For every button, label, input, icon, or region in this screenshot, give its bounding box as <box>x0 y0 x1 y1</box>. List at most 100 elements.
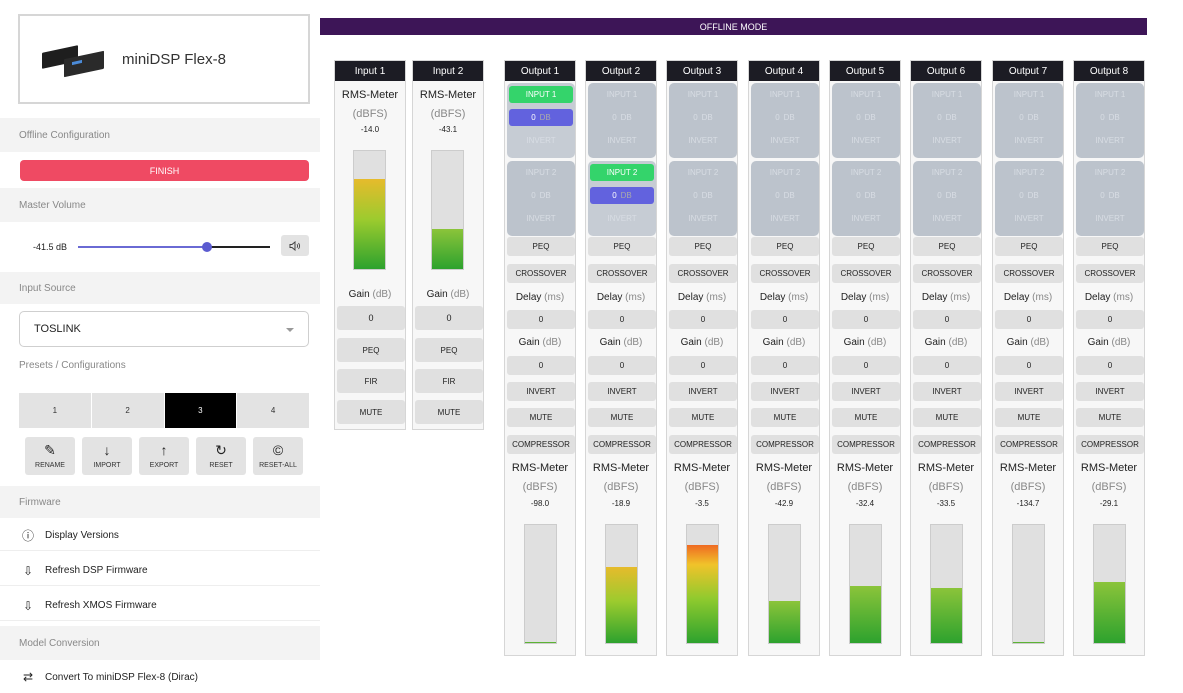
crossover-button[interactable]: CROSSOVER <box>995 264 1063 283</box>
route-invert-button[interactable]: INVERT <box>1014 136 1044 145</box>
route-invert-button[interactable]: INVERT <box>932 214 962 223</box>
crossover-button[interactable]: CROSSOVER <box>588 264 656 283</box>
route-invert-button[interactable]: INVERT <box>932 136 962 145</box>
route-invert-button[interactable]: INVERT <box>526 214 556 223</box>
compressor-button[interactable]: COMPRESSOR <box>913 435 981 454</box>
refresh-xmos-firmware-item[interactable]: ⇩ Refresh XMOS Firmware <box>0 591 320 621</box>
invert-button[interactable]: INVERT <box>669 382 737 401</box>
route-invert-button[interactable]: INVERT <box>607 214 637 223</box>
reset-all-button[interactable]: © RESET-ALL <box>253 437 303 475</box>
peq-button[interactable]: PEQ <box>751 237 819 256</box>
delay-value-field[interactable]: 0 <box>507 310 575 329</box>
route-input-2-toggle[interactable]: INPUT 2 <box>525 168 557 177</box>
delay-value-field[interactable]: 0 <box>832 310 900 329</box>
invert-button[interactable]: INVERT <box>507 382 575 401</box>
route-input-2-toggle[interactable]: INPUT 2 <box>769 168 801 177</box>
mute-button[interactable]: MUTE <box>588 408 656 427</box>
compressor-button[interactable]: COMPRESSOR <box>751 435 819 454</box>
route-gain-field[interactable]: 0 DB <box>590 187 654 204</box>
route-input-2-toggle[interactable]: INPUT 2 <box>1094 168 1126 177</box>
route-gain-field[interactable]: 0 DB <box>590 109 654 126</box>
route-invert-button[interactable]: INVERT <box>1095 136 1125 145</box>
mute-button[interactable]: MUTE <box>415 400 483 424</box>
route-invert-button[interactable]: INVERT <box>607 136 637 145</box>
mute-button[interactable]: MUTE <box>832 408 900 427</box>
route-gain-field[interactable]: 0 DB <box>671 109 735 126</box>
import-button[interactable]: ↓ IMPORT <box>82 437 132 475</box>
route-gain-field[interactable]: 0 DB <box>509 187 573 204</box>
route-invert-button[interactable]: INVERT <box>1014 214 1044 223</box>
gain-value-field[interactable]: 0 <box>588 356 656 375</box>
crossover-button[interactable]: CROSSOVER <box>1076 264 1144 283</box>
route-invert-button[interactable]: INVERT <box>770 136 800 145</box>
convert-model-item[interactable]: ⇄ Convert To miniDSP Flex-8 (Dirac) <box>22 670 199 684</box>
delay-value-field[interactable]: 0 <box>913 310 981 329</box>
reset-button[interactable]: ↻ RESET <box>196 437 246 475</box>
refresh-dsp-firmware-item[interactable]: ⇩ Refresh DSP Firmware <box>0 556 320 586</box>
master-volume-slider[interactable] <box>78 242 270 252</box>
route-gain-field[interactable]: 0 DB <box>1078 187 1142 204</box>
preset-4-button[interactable]: 4 <box>237 393 309 428</box>
route-input-1-toggle[interactable]: INPUT 1 <box>687 90 719 99</box>
route-gain-field[interactable]: 0 DB <box>671 187 735 204</box>
route-invert-button[interactable]: INVERT <box>851 214 881 223</box>
gain-value-field[interactable]: 0 <box>1076 356 1144 375</box>
route-input-1-toggle[interactable]: INPUT 1 <box>1094 90 1126 99</box>
route-gain-field[interactable]: 0 DB <box>997 109 1061 126</box>
route-input-1-toggle[interactable]: INPUT 1 <box>769 90 801 99</box>
route-gain-field[interactable]: 0 DB <box>915 109 979 126</box>
crossover-button[interactable]: CROSSOVER <box>832 264 900 283</box>
gain-value-field[interactable]: 0 <box>337 306 405 330</box>
gain-value-field[interactable]: 0 <box>751 356 819 375</box>
invert-button[interactable]: INVERT <box>995 382 1063 401</box>
fir-button[interactable]: FIR <box>337 369 405 393</box>
mute-button[interactable]: MUTE <box>751 408 819 427</box>
export-button[interactable]: ↑ EXPORT <box>139 437 189 475</box>
compressor-button[interactable]: COMPRESSOR <box>507 435 575 454</box>
compressor-button[interactable]: COMPRESSOR <box>1076 435 1144 454</box>
route-input-2-toggle[interactable]: INPUT 2 <box>590 164 654 181</box>
preset-1-button[interactable]: 1 <box>19 393 91 428</box>
gain-value-field[interactable]: 0 <box>913 356 981 375</box>
compressor-button[interactable]: COMPRESSOR <box>832 435 900 454</box>
route-invert-button[interactable]: INVERT <box>688 214 718 223</box>
route-invert-button[interactable]: INVERT <box>851 136 881 145</box>
invert-button[interactable]: INVERT <box>588 382 656 401</box>
invert-button[interactable]: INVERT <box>913 382 981 401</box>
compressor-button[interactable]: COMPRESSOR <box>588 435 656 454</box>
route-gain-field[interactable]: 0 DB <box>915 187 979 204</box>
crossover-button[interactable]: CROSSOVER <box>913 264 981 283</box>
gain-value-field[interactable]: 0 <box>995 356 1063 375</box>
preset-2-button[interactable]: 2 <box>91 393 164 428</box>
delay-value-field[interactable]: 0 <box>588 310 656 329</box>
mute-button[interactable]: MUTE <box>913 408 981 427</box>
invert-button[interactable]: INVERT <box>1076 382 1144 401</box>
finish-button[interactable]: FINISH <box>20 160 309 181</box>
route-gain-field[interactable]: 0 DB <box>1078 109 1142 126</box>
peq-button[interactable]: PEQ <box>507 237 575 256</box>
route-gain-field[interactable]: 0 DB <box>509 109 573 126</box>
peq-button[interactable]: PEQ <box>669 237 737 256</box>
route-invert-button[interactable]: INVERT <box>688 136 718 145</box>
route-input-2-toggle[interactable]: INPUT 2 <box>1013 168 1045 177</box>
crossover-button[interactable]: CROSSOVER <box>751 264 819 283</box>
route-input-2-toggle[interactable]: INPUT 2 <box>687 168 719 177</box>
route-input-1-toggle[interactable]: INPUT 1 <box>606 90 638 99</box>
gain-value-field[interactable]: 0 <box>669 356 737 375</box>
master-mute-button[interactable] <box>281 235 309 256</box>
preset-3-button[interactable]: 3 <box>164 393 237 428</box>
mute-button[interactable]: MUTE <box>1076 408 1144 427</box>
route-gain-field[interactable]: 0 DB <box>753 109 817 126</box>
mute-button[interactable]: MUTE <box>337 400 405 424</box>
compressor-button[interactable]: COMPRESSOR <box>995 435 1063 454</box>
delay-value-field[interactable]: 0 <box>751 310 819 329</box>
route-invert-button[interactable]: INVERT <box>1095 214 1125 223</box>
input-source-select[interactable]: TOSLINK <box>19 311 309 347</box>
route-gain-field[interactable]: 0 DB <box>834 187 898 204</box>
delay-value-field[interactable]: 0 <box>669 310 737 329</box>
mute-button[interactable]: MUTE <box>507 408 575 427</box>
route-gain-field[interactable]: 0 DB <box>997 187 1061 204</box>
gain-value-field[interactable]: 0 <box>507 356 575 375</box>
peq-button[interactable]: PEQ <box>415 338 483 362</box>
route-input-2-toggle[interactable]: INPUT 2 <box>931 168 963 177</box>
